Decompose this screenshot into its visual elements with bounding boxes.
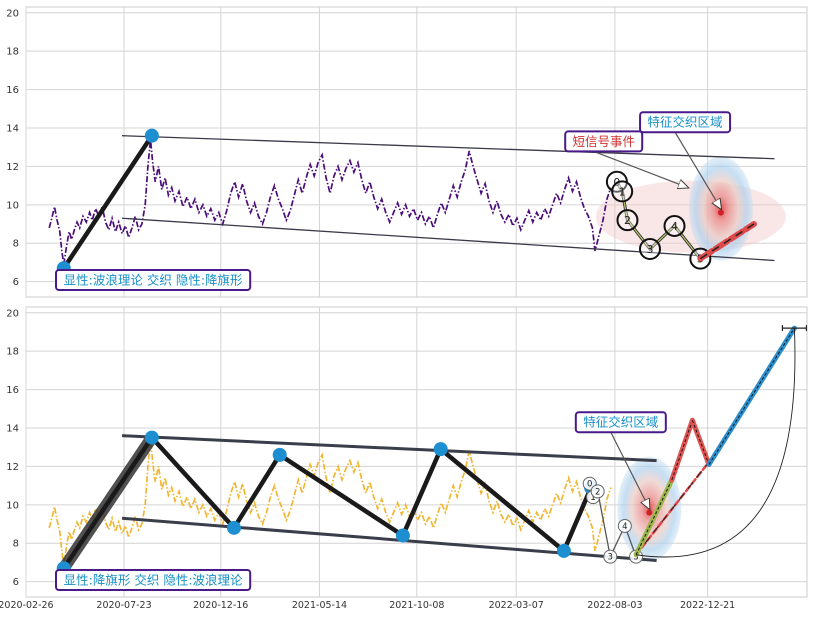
forecast-segment-core xyxy=(635,479,673,555)
forecast-segment-core xyxy=(691,420,710,465)
y-tick-label: 14 xyxy=(6,423,19,434)
zone-center-dot xyxy=(717,209,724,216)
wave-point-label: 0 xyxy=(587,480,592,490)
trend-channel-line xyxy=(121,434,657,463)
pattern-point xyxy=(144,128,159,143)
wave-point xyxy=(590,484,605,499)
y-tick-label: 12 xyxy=(6,462,19,473)
pattern-label-box xyxy=(55,569,252,591)
y-tick-label: 16 xyxy=(6,385,19,396)
x-tick-label: 2022-12-21 xyxy=(680,600,735,611)
pattern-point xyxy=(395,528,410,543)
wave-point-label: 2 xyxy=(624,214,631,227)
y-tick-label: 8 xyxy=(13,239,19,250)
annotation-box xyxy=(564,130,644,153)
pattern-point xyxy=(144,430,159,445)
wave-point xyxy=(616,209,639,232)
wave-point-label: 3 xyxy=(647,243,654,256)
annotation-arrow xyxy=(610,431,650,508)
y-tick-label: 10 xyxy=(6,500,19,511)
x-tick-label: 2022-03-07 xyxy=(489,600,544,611)
x-tick-label: 2022-08-03 xyxy=(587,600,642,611)
projection-segment-core xyxy=(635,464,708,556)
annotation-arrow xyxy=(674,131,721,208)
wave-point xyxy=(639,237,662,260)
annotation-label: 短信号事件 xyxy=(572,134,635,149)
wave-point-label: 2 xyxy=(595,487,600,497)
y-tick-label: 6 xyxy=(13,277,19,288)
x-tick-label: 2021-05-14 xyxy=(292,600,347,611)
y-tick-label: 20 xyxy=(6,308,19,319)
pattern-polyline xyxy=(61,134,154,270)
y-tick-label: 18 xyxy=(6,347,19,358)
x-tick-label: 2021-10-08 xyxy=(389,600,444,611)
price-series-line xyxy=(48,439,612,565)
price-series-line xyxy=(48,139,612,265)
projection-segment-core xyxy=(699,223,755,260)
wave-point-label: 3 xyxy=(608,553,613,563)
annotation-box xyxy=(639,111,732,134)
x-tick-label: 2020-07-23 xyxy=(96,600,151,611)
x-tick-label: 2020-12-16 xyxy=(193,600,248,611)
forecast-segment-core xyxy=(708,327,795,465)
y-tick-label: 6 xyxy=(13,577,19,588)
annotation-box xyxy=(574,411,667,434)
wave-point xyxy=(611,180,634,203)
y-tick-label: 10 xyxy=(6,200,19,211)
pattern-point xyxy=(227,520,242,535)
y-tick-label: 20 xyxy=(6,8,19,19)
top-panel: 68101214161820012345短信号事件特征交织区域显性:波浪理论 交… xyxy=(6,6,808,298)
wave-point-label: 4 xyxy=(622,522,627,532)
pattern-point xyxy=(433,442,448,457)
y-tick-label: 14 xyxy=(6,123,19,134)
wave-point-label: 4 xyxy=(671,220,678,233)
zone-center-dot xyxy=(646,509,653,516)
pattern-label: 显性:降旗形 交织 隐性:波浪理论 xyxy=(64,573,243,588)
wave-point-label: 5 xyxy=(633,553,638,563)
y-tick-label: 18 xyxy=(6,47,19,58)
pattern-polyline xyxy=(61,435,594,570)
y-tick-label: 8 xyxy=(13,539,19,550)
wave-point xyxy=(663,214,686,237)
annotation-label: 特征交织区域 xyxy=(583,415,658,430)
annotation-arrow xyxy=(593,150,688,187)
target-arc xyxy=(636,328,796,558)
trend-channel-line xyxy=(122,135,775,160)
pattern-label: 显性:波浪理论 交织 隐性:降旗形 xyxy=(64,273,243,288)
x-tick-label: 2020-02-26 xyxy=(0,600,54,611)
wave-point xyxy=(603,549,618,564)
pattern-point xyxy=(272,447,287,462)
wave-point xyxy=(617,518,632,533)
y-tick-label: 12 xyxy=(6,162,19,173)
wave-point-label: 1 xyxy=(590,493,595,503)
pattern-point xyxy=(556,543,571,558)
forecast-segment-core xyxy=(671,420,693,481)
trend-channel-line xyxy=(122,217,775,262)
annotation-label: 特征交织区域 xyxy=(648,115,723,130)
y-tick-label: 16 xyxy=(6,85,19,96)
pattern-label-box xyxy=(55,269,252,291)
wave-point-label: 1 xyxy=(619,185,626,198)
